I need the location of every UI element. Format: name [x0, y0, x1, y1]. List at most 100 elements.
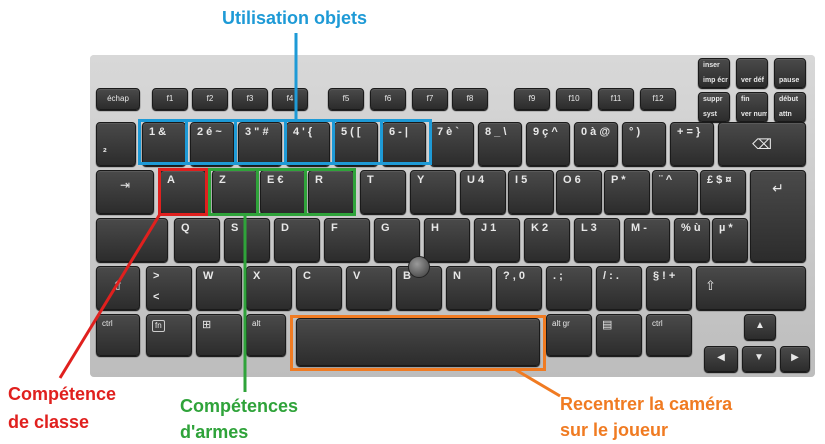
key-f8[interactable]: f8: [452, 88, 488, 110]
arrow-down-icon: ▼: [754, 352, 764, 363]
key-ctrl-left[interactable]: ctrl: [96, 314, 140, 356]
key-square[interactable]: ²: [96, 122, 136, 166]
key-shift-left[interactable]: ⇧: [96, 266, 140, 310]
key-h[interactable]: H: [424, 218, 470, 262]
key-shift-right[interactable]: ⇧: [696, 266, 806, 310]
label-weapon-skills-line1: Compétences: [180, 396, 299, 416]
weapon-box-divider-1: [256, 168, 259, 216]
key-comma[interactable]: ? , 0: [496, 266, 542, 310]
key-u[interactable]: U 4: [460, 170, 506, 214]
key-x[interactable]: X: [246, 266, 292, 310]
key-z[interactable]: Z: [212, 170, 258, 214]
key-arrow-up[interactable]: ▲: [744, 314, 776, 340]
label-items-usage: Utilisation objets: [222, 8, 368, 28]
key-space[interactable]: [296, 318, 540, 366]
key-i[interactable]: I 5: [508, 170, 554, 214]
key-echap[interactable]: échap: [96, 88, 140, 110]
key-enter[interactable]: ↵: [750, 170, 806, 262]
key-arrow-down[interactable]: ▼: [742, 346, 776, 372]
menu-icon: ▤: [602, 319, 613, 331]
key-2[interactable]: 2 é ~: [190, 122, 234, 166]
key-f12[interactable]: f12: [640, 88, 676, 110]
key-f10[interactable]: f10: [556, 88, 592, 110]
key-f5[interactable]: f5: [328, 88, 364, 110]
key-q[interactable]: Q: [174, 218, 220, 262]
key-f11[interactable]: f11: [598, 88, 634, 110]
class-skill-highlight-box: [158, 168, 208, 216]
key-alt[interactable]: alt: [246, 314, 286, 356]
key-arrow-right[interactable]: ▶: [780, 346, 810, 372]
key-4[interactable]: 4 ' {: [286, 122, 330, 166]
key-f3[interactable]: f3: [232, 88, 268, 110]
weapon-skills-highlight-box: [208, 168, 356, 216]
key-v[interactable]: V: [346, 266, 392, 310]
items-box-divider-1: [185, 119, 188, 165]
key-g[interactable]: G: [374, 218, 420, 262]
key-ver-def[interactable]: ver déf: [736, 58, 768, 88]
key-caret[interactable]: ¨ ^: [652, 170, 698, 214]
key-f6[interactable]: f6: [370, 88, 406, 110]
key-3[interactable]: 3 " #: [238, 122, 282, 166]
key-f4[interactable]: f4: [272, 88, 308, 110]
key-m[interactable]: M -: [624, 218, 670, 262]
key-pause[interactable]: pause: [774, 58, 806, 88]
key-colon[interactable]: / : .: [596, 266, 642, 310]
label-weapon-skills-line2: d'armes: [180, 422, 249, 442]
key-degree[interactable]: ° ): [622, 122, 666, 166]
key-l[interactable]: L 3: [574, 218, 620, 262]
key-f7[interactable]: f7: [412, 88, 448, 110]
key-debut[interactable]: début attn: [774, 92, 806, 122]
key-alt-gr[interactable]: alt gr: [546, 314, 592, 356]
key-k[interactable]: K 2: [524, 218, 570, 262]
key-exclamation[interactable]: § ! +: [646, 266, 692, 310]
label-recenter-line2: sur le joueur: [560, 420, 669, 440]
key-backspace[interactable]: ⌫: [718, 122, 806, 166]
key-d[interactable]: D: [274, 218, 320, 262]
key-9[interactable]: 9 ç ^: [526, 122, 570, 166]
key-semicolon[interactable]: . ;: [546, 266, 592, 310]
label-class-skill-line2: de classe: [8, 412, 90, 432]
trackpoint[interactable]: [408, 256, 430, 278]
key-f9[interactable]: f9: [514, 88, 550, 110]
enter-icon: ↵: [772, 180, 784, 196]
key-s[interactable]: S: [224, 218, 270, 262]
key-tab[interactable]: ⇥: [96, 170, 154, 214]
key-f2[interactable]: f2: [192, 88, 228, 110]
key-fn[interactable]: fn: [146, 314, 192, 356]
key-1[interactable]: 1 &: [142, 122, 186, 166]
key-o[interactable]: O 6: [556, 170, 602, 214]
key-0[interactable]: 0 à @: [574, 122, 618, 166]
key-plus[interactable]: + = }: [670, 122, 714, 166]
items-box-divider-5: [380, 119, 383, 165]
key-dollar[interactable]: £ $ ¤: [700, 170, 746, 214]
key-8[interactable]: 8 _ \: [478, 122, 522, 166]
key-fin[interactable]: fin ver num: [736, 92, 768, 122]
key-c[interactable]: C: [296, 266, 342, 310]
key-u-grave[interactable]: % ù: [674, 218, 710, 262]
items-box-divider-2: [234, 119, 237, 165]
label-class-skill-line1: Compétence: [8, 384, 117, 404]
key-windows[interactable]: ⊞: [196, 314, 242, 356]
key-f[interactable]: F: [324, 218, 370, 262]
key-7[interactable]: 7 è `: [430, 122, 474, 166]
shift-icon: ⇧: [705, 278, 716, 293]
key-inser[interactable]: inser imp écr: [698, 58, 730, 88]
key-t[interactable]: T: [360, 170, 406, 214]
arrow-left-icon: ◀: [717, 352, 725, 363]
key-f1[interactable]: f1: [152, 88, 188, 110]
key-arrow-left[interactable]: ◀: [704, 346, 738, 372]
key-caps[interactable]: [96, 218, 168, 262]
weapon-box-divider-2: [304, 168, 307, 216]
key-ctrl-right[interactable]: ctrl: [646, 314, 692, 356]
tab-icon: ⇥: [119, 178, 131, 192]
key-mu[interactable]: µ *: [712, 218, 748, 262]
key-w[interactable]: W: [196, 266, 242, 310]
key-r[interactable]: R: [308, 170, 354, 214]
key-less-than[interactable]: > <: [146, 266, 192, 310]
key-n[interactable]: N: [446, 266, 492, 310]
key-p[interactable]: P *: [604, 170, 650, 214]
key-y[interactable]: Y: [410, 170, 456, 214]
key-suppr[interactable]: suppr syst: [698, 92, 730, 122]
key-menu[interactable]: ▤: [596, 314, 642, 356]
key-j[interactable]: J 1: [474, 218, 520, 262]
